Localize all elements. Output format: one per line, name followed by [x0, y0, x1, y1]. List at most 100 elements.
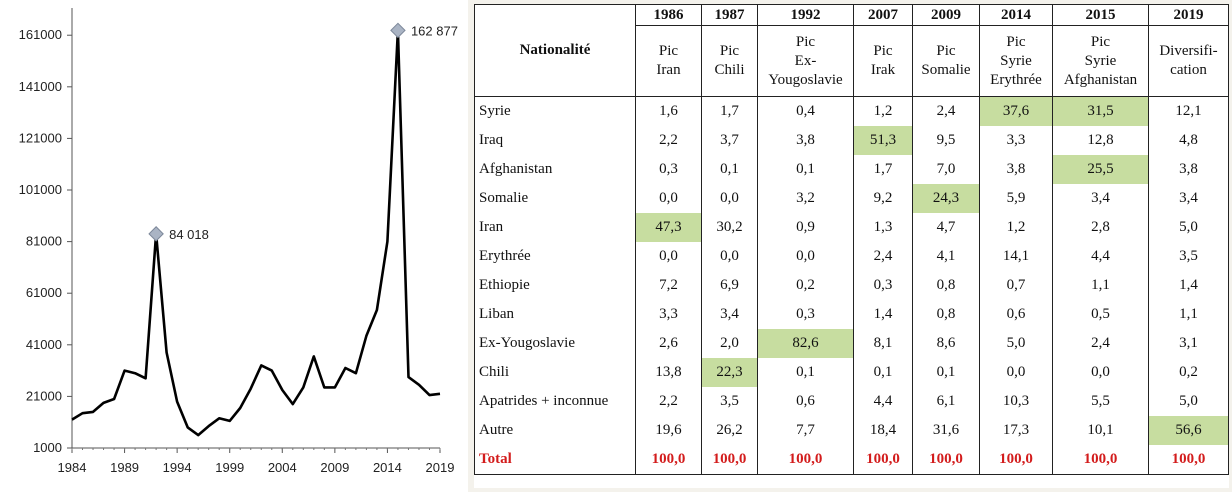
row-label: Afghanistan	[474, 155, 636, 184]
highlighted-value-cell: 47,3	[635, 213, 702, 242]
total-value-cell: 100,0	[701, 445, 758, 475]
peak-header-line: Erythrée	[990, 71, 1042, 88]
value-cell: 0,1	[853, 358, 913, 387]
value-cell: 0,4	[757, 96, 854, 126]
year-header: 2009	[912, 4, 980, 26]
table-header-years-row: Nationalité 1986 1987 1992 2007 2009 2014 2015 2…	[474, 4, 1229, 97]
value-cell: 0,0	[635, 242, 702, 271]
peak-header-line: Iran	[656, 62, 681, 78]
value-cell: 0,0	[757, 242, 854, 271]
value-cell: 2,8	[1052, 213, 1149, 242]
value-cell: 7,0	[912, 155, 980, 184]
peak-annotation-label: 162 877	[411, 23, 458, 38]
peak-header-line: Syrie	[1000, 52, 1032, 69]
x-tick-label: 1994	[163, 460, 192, 475]
value-cell: 9,2	[853, 184, 913, 213]
y-tick-label: 161000	[19, 27, 62, 42]
value-cell: 1,1	[1148, 300, 1229, 329]
row-label: Chili	[474, 358, 636, 387]
peak-header-line: Syrie	[1084, 52, 1117, 69]
peak-header-line: Pic	[873, 43, 893, 59]
nationality-table-panel: Nationalité 1986 1987 1992 2007 2009 2014 2015 2…	[474, 4, 1229, 488]
value-cell: 8,1	[853, 329, 913, 358]
peak-header-line: Ex-	[794, 52, 817, 69]
x-tick-label: 2019	[426, 460, 455, 475]
highlighted-value-cell: 51,3	[853, 126, 913, 155]
year-header: 2007	[853, 4, 913, 26]
value-cell: 2,2	[635, 387, 702, 416]
value-cell: 1,7	[853, 155, 913, 184]
value-cell: 0,1	[912, 358, 980, 387]
highlighted-value-cell: 25,5	[1052, 155, 1149, 184]
x-tick-label: 1984	[58, 460, 87, 475]
y-tick-label: 81000	[26, 234, 62, 249]
peak-header: Pic Chili	[701, 25, 758, 97]
peak-header-line: Pic	[1090, 33, 1111, 50]
value-cell: 3,5	[701, 387, 758, 416]
table-total-row: Total 100,0 100,0 100,0 100,0 100,0 100,0 100,0…	[474, 445, 1229, 475]
value-cell: 0,2	[757, 271, 854, 300]
value-cell: 0,3	[757, 300, 854, 329]
table-row: Ethiopie 7,2 6,9 0,2 0,3 0,8 0,7 1,1 1,4	[474, 271, 1229, 300]
table-row: Iraq 2,2 3,7 3,8 51,3 9,5 3,3 12,8 4,8	[474, 126, 1229, 155]
peak-header-line: Afghanistan	[1063, 71, 1138, 88]
peak-header: Pic Iran	[635, 25, 702, 97]
y-tick-label: 121000	[19, 130, 62, 145]
peak-header-line: Pic	[1006, 33, 1026, 50]
peak-header: Pic Somalie	[912, 25, 980, 97]
value-cell: 30,2	[701, 213, 758, 242]
value-cell: 0,8	[912, 271, 980, 300]
series-line	[71, 29, 441, 437]
value-cell: 1,1	[1052, 271, 1149, 300]
y-tick-label: 61000	[26, 285, 62, 300]
total-value-cell: 100,0	[853, 445, 913, 475]
value-cell: 2,4	[853, 242, 913, 271]
table-row: Ex-Yougoslavie 2,6 2,0 82,6 8,1 8,6 5,0 2,4 3,1	[474, 329, 1229, 358]
value-cell: 13,8	[635, 358, 702, 387]
value-cell: 3,3	[979, 126, 1053, 155]
value-cell: 3,4	[1052, 184, 1149, 213]
value-cell: 26,2	[701, 416, 758, 445]
total-value-cell: 100,0	[757, 445, 854, 475]
value-cell: 0,6	[979, 300, 1053, 329]
x-tick-label: 2009	[320, 460, 349, 475]
value-cell: 3,8	[1148, 155, 1229, 184]
value-cell: 18,4	[853, 416, 913, 445]
value-cell: 0,1	[757, 358, 854, 387]
total-value-cell: 100,0	[912, 445, 980, 475]
value-cell: 0,0	[1052, 358, 1149, 387]
value-cell: 8,6	[912, 329, 980, 358]
x-tick-label: 2014	[373, 460, 402, 475]
value-cell: 3,7	[701, 126, 758, 155]
value-cell: 2,4	[912, 96, 980, 126]
peak-header-line: Diversifi-	[1159, 43, 1218, 59]
table-header-peaks-row: Pic Iran Pic Chili Pic Ex- Yougoslavie Pic Irak P…	[475, 25, 1229, 97]
value-cell: 3,8	[979, 155, 1053, 184]
peak-header-line: Somalie	[921, 62, 971, 78]
line-chart-panel: 1000 21000 41000 61000 81000 101000 121000 1410…	[0, 0, 468, 492]
peak-header: Pic Syrie Erythrée	[979, 25, 1053, 97]
highlighted-value-cell: 22,3	[701, 358, 758, 387]
value-cell: 12,1	[1148, 96, 1229, 126]
value-cell: 0,9	[757, 213, 854, 242]
value-cell: 12,8	[1052, 126, 1149, 155]
peak-header: Pic Syrie Afghanistan	[1052, 25, 1149, 97]
value-cell: 6,1	[912, 387, 980, 416]
year-header: 1987	[701, 4, 758, 26]
value-cell: 1,4	[1148, 271, 1229, 300]
highlighted-value-cell: 82,6	[757, 329, 854, 358]
year-header: 1992	[757, 4, 854, 26]
value-cell: 4,4	[853, 387, 913, 416]
value-cell: 5,0	[979, 329, 1053, 358]
x-tick-label: 1999	[215, 460, 244, 475]
value-cell: 1,2	[979, 213, 1053, 242]
value-cell: 5,9	[979, 184, 1053, 213]
line-chart: 1000 21000 41000 61000 81000 101000 121000 1410…	[19, 8, 458, 475]
row-label: Autre	[474, 416, 636, 445]
row-label: Syrie	[474, 96, 636, 126]
value-cell: 2,0	[701, 329, 758, 358]
total-value-cell: 100,0	[979, 445, 1053, 475]
value-cell: 0,0	[979, 358, 1053, 387]
value-cell: 0,0	[701, 242, 758, 271]
table-row: Afghanistan 0,3 0,1 0,1 1,7 7,0 3,8 25,5 3,8	[474, 155, 1229, 184]
